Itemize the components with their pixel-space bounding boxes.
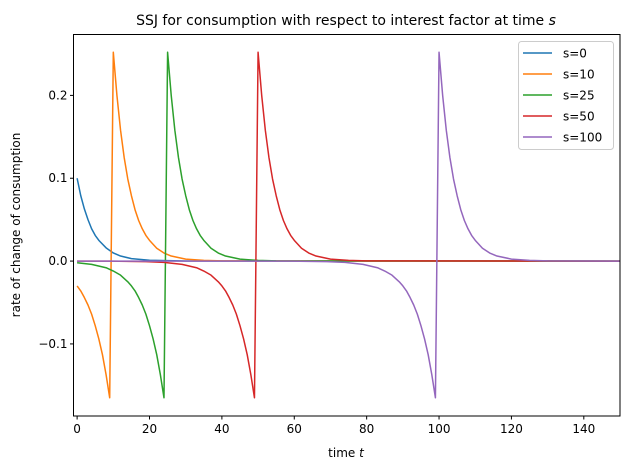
y-tick-label: 0.2 (48, 88, 67, 102)
x-tick-label: 40 (214, 422, 229, 436)
x-tick-label: 80 (359, 422, 374, 436)
series-line-s-25 (77, 51, 620, 399)
plot-area (76, 51, 620, 399)
legend-label: s=50 (563, 110, 595, 124)
y-axis-label: rate of change of consumption (9, 133, 23, 318)
series-line-s-100 (77, 51, 620, 399)
legend-item: s=0 (523, 47, 587, 61)
y-tick-label: −0.1 (38, 337, 67, 351)
x-tick-label: 60 (287, 422, 302, 436)
y-tick-label: 0.0 (48, 254, 67, 268)
y-axis: −0.1 0.0 0.1 0.2 (38, 88, 74, 351)
legend-item: s=25 (523, 89, 595, 103)
legend-label: s=0 (563, 47, 587, 61)
series-line-s-0 (76, 178, 620, 262)
x-tick-label: 20 (142, 422, 157, 436)
series-line-s-50 (77, 51, 620, 399)
chart-title: SSJ for consumption with respect to inte… (136, 13, 556, 29)
x-tick-label: 100 (428, 422, 451, 436)
legend-box (518, 41, 614, 150)
legend-label: s=25 (563, 89, 595, 103)
y-tick-label: 0.1 (48, 171, 67, 185)
series-line-s-10 (76, 51, 620, 399)
legend-label: s=100 (563, 131, 602, 145)
x-axis-label: time t (328, 446, 365, 460)
legend-label: s=10 (563, 68, 595, 82)
x-axis: 0 20 40 60 80 100 120 140 (73, 416, 595, 436)
legend: s=0 s=10 s=25 s=50 s=100 (518, 41, 614, 150)
axes-frame (73, 34, 621, 417)
legend-item: s=100 (523, 131, 602, 145)
x-tick-label: 0 (73, 422, 81, 436)
legend-item: s=10 (523, 68, 595, 82)
x-tick-label: 120 (500, 422, 523, 436)
legend-item: s=50 (523, 110, 595, 124)
x-tick-label: 140 (572, 422, 595, 436)
